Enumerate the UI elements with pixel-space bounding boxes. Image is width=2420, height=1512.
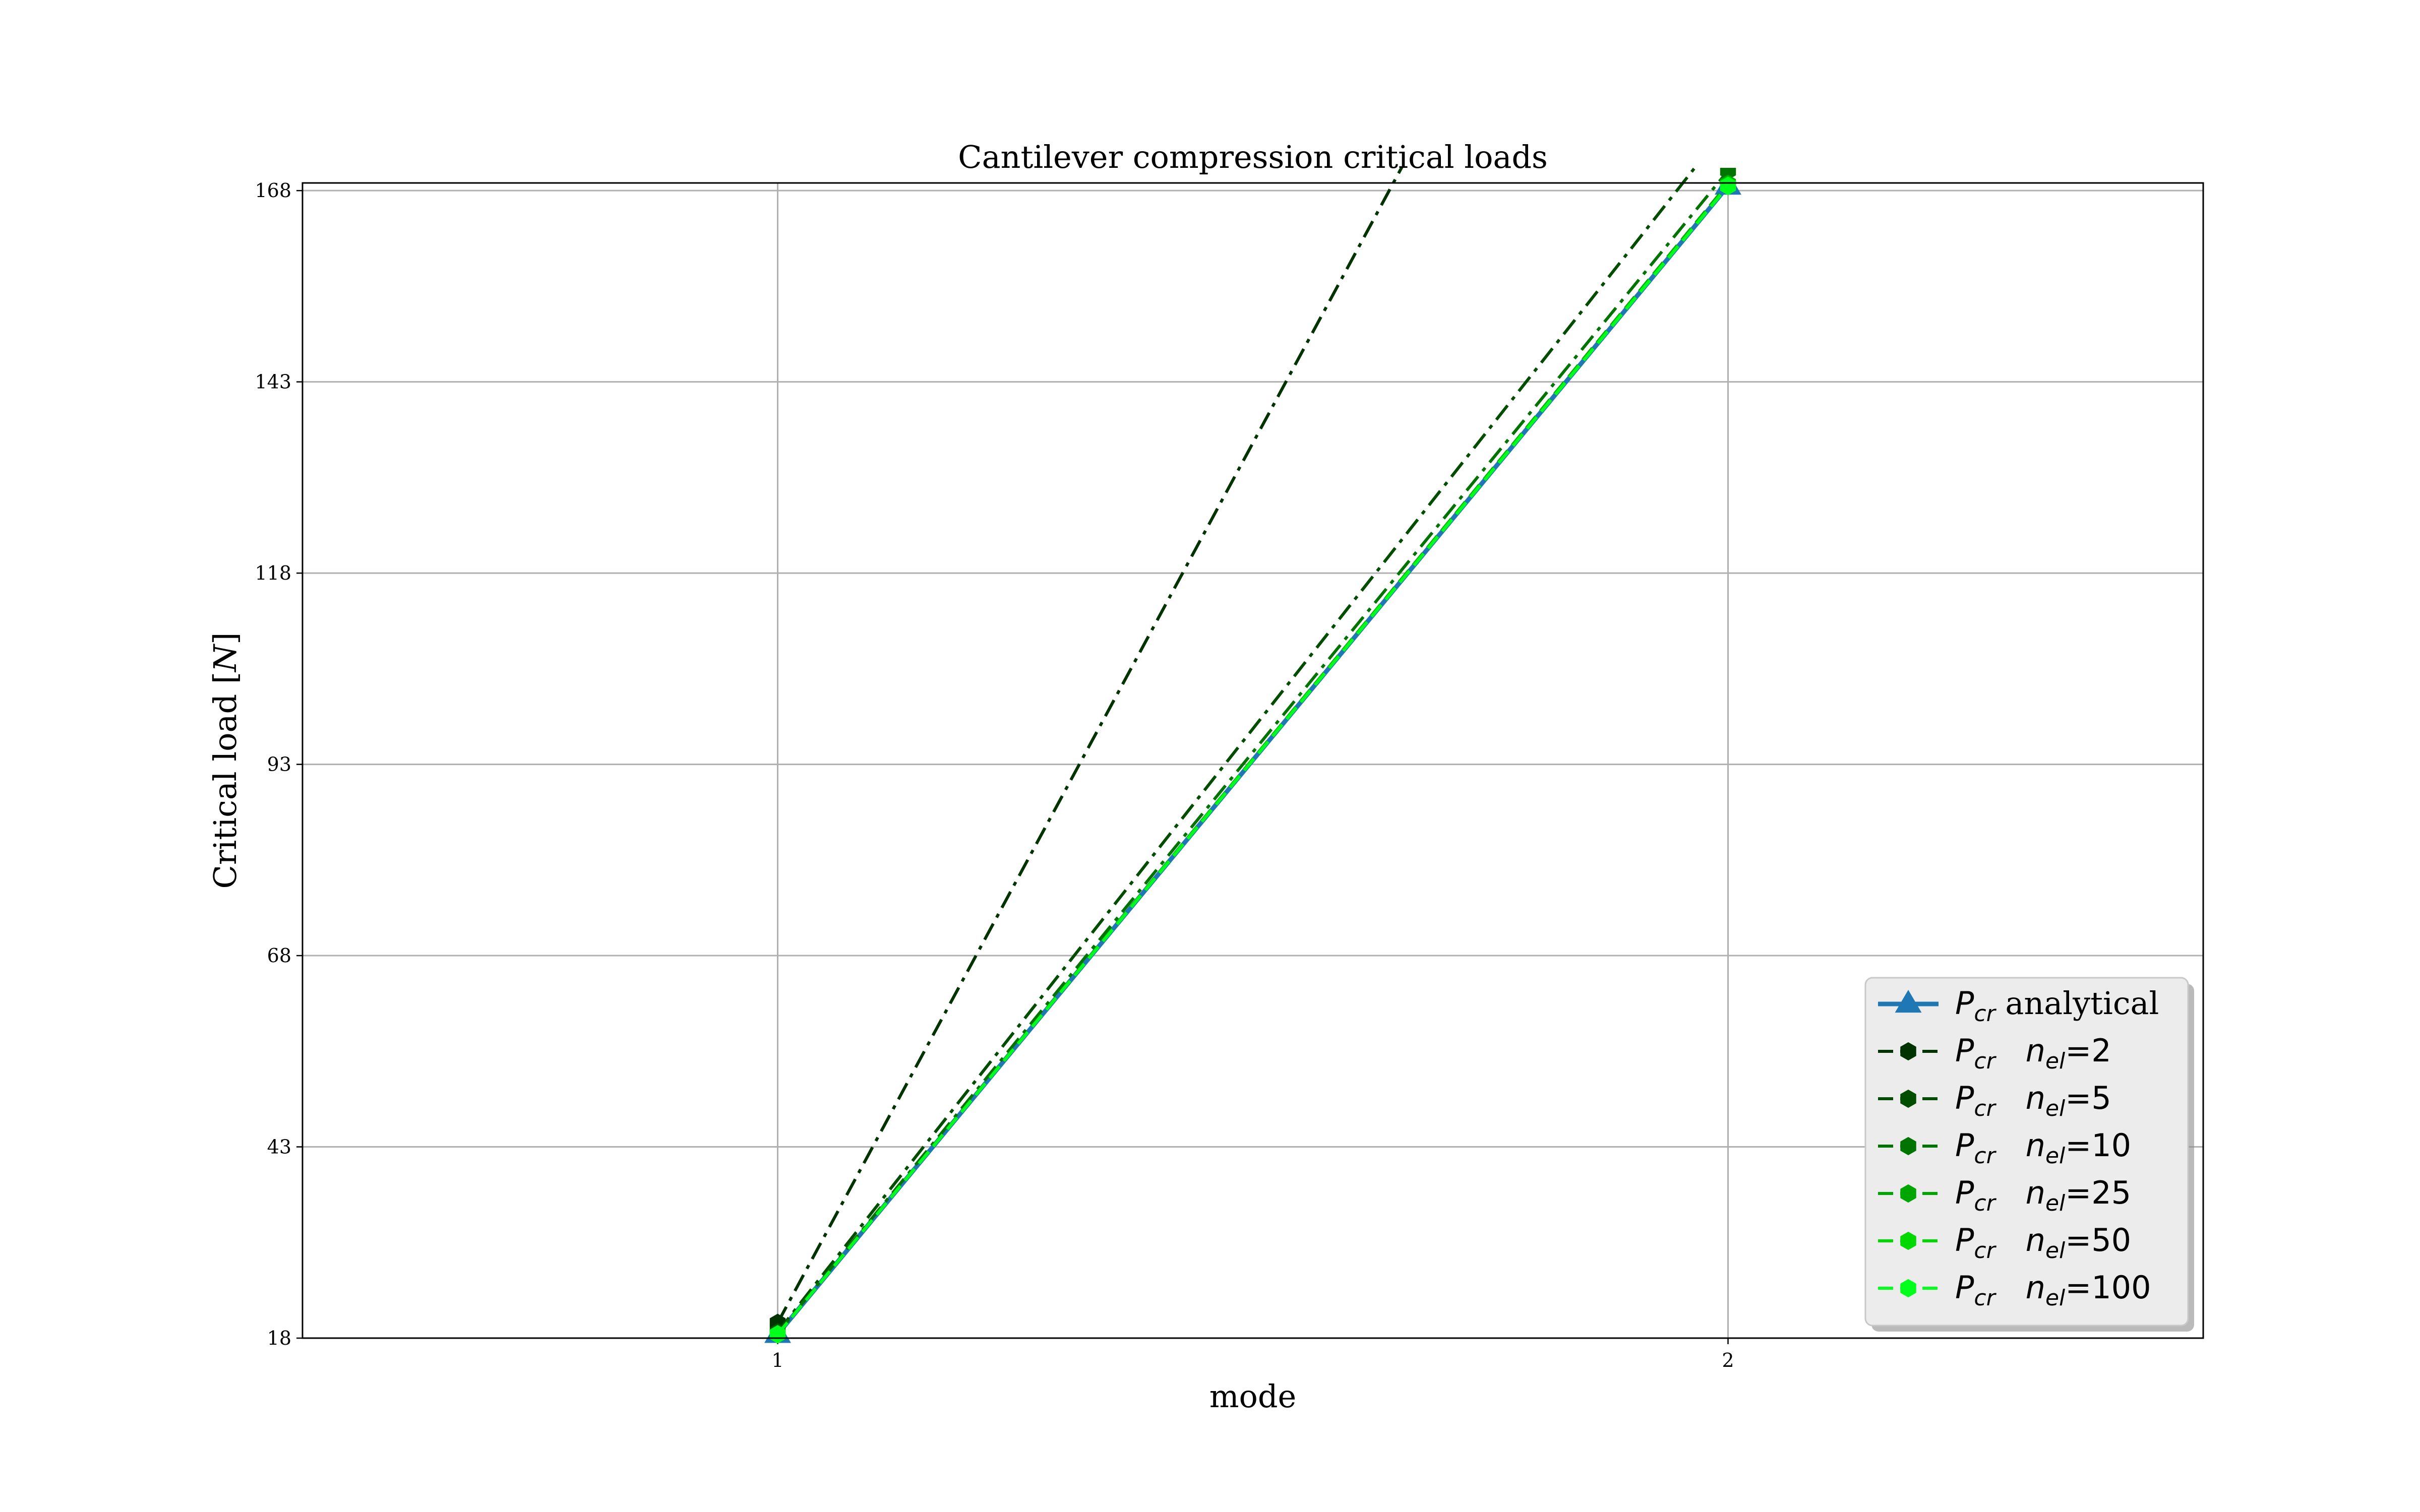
- legend-label: Pcr nel=2: [1955, 1032, 2111, 1074]
- y-axis-ticks: 18 43 68 93 118 143 168: [255, 179, 302, 1349]
- legend-entry: Pcr nel=2: [1878, 1032, 2111, 1074]
- y-axis-label: Critical load [N]: [207, 632, 244, 889]
- y-tick-label: 68: [267, 944, 291, 967]
- data-point: [1720, 176, 1736, 196]
- x-axis-label: mode: [1209, 1378, 1297, 1415]
- legend-entry: Pcr nel=10: [1878, 1127, 2131, 1169]
- legend-label: Pcr nel=50: [1955, 1222, 2131, 1264]
- legend-label: Pcr analytical: [1955, 985, 2159, 1027]
- legend-entry: Pcr nel=25: [1878, 1174, 2131, 1216]
- y-tick-label: 93: [267, 753, 291, 776]
- x-tick-label: 1: [771, 1349, 783, 1371]
- series-line: [776, 168, 1697, 1333]
- plot-frame: [301, 182, 2204, 1339]
- legend-entry: Pcr nel=100: [1878, 1269, 2151, 1311]
- x-tick-label: 2: [1722, 1349, 1734, 1371]
- y-tick-label: 143: [255, 371, 291, 393]
- y-tick-label: 118: [255, 562, 291, 584]
- legend-marker: [1895, 990, 1922, 1013]
- legend: Pcr analytical Pcr nel=2 Pcr nel=5 Pcr nel=10 P…: [1864, 977, 2194, 1332]
- y-tick-label: 43: [267, 1136, 291, 1158]
- legend-box: [1864, 977, 2189, 1327]
- data-point: [769, 1325, 786, 1344]
- legend-marker: [1900, 1042, 1916, 1061]
- legend-entry: Pcr nel=50: [1878, 1222, 2131, 1264]
- series-line: [776, 168, 1404, 1324]
- plot-series: [764, 168, 1741, 1344]
- legend-marker: [1900, 1089, 1916, 1108]
- legend-marker: [1900, 1279, 1916, 1298]
- legend-marker: [1900, 1137, 1916, 1156]
- legend-entry: Pcr nel=5: [1878, 1080, 2111, 1121]
- series-nel-100: [769, 176, 1736, 1344]
- legend-entry: Pcr analytical: [1878, 985, 2159, 1027]
- legend-label: Pcr nel=25: [1955, 1174, 2131, 1216]
- legend-label: Pcr nel=10: [1955, 1127, 2131, 1169]
- legend-marker: [1900, 1231, 1916, 1250]
- legend-label: Pcr nel=100: [1955, 1269, 2151, 1311]
- legend-marker: [1900, 1184, 1916, 1203]
- chart-title: Cantilever compression critical loads: [958, 139, 1548, 175]
- y-tick-label: 18: [267, 1327, 291, 1349]
- y-tick-label: 168: [255, 179, 291, 202]
- series-line: [776, 169, 1729, 1335]
- series-line: [776, 185, 1729, 1336]
- legend-label: Pcr nel=5: [1955, 1080, 2111, 1121]
